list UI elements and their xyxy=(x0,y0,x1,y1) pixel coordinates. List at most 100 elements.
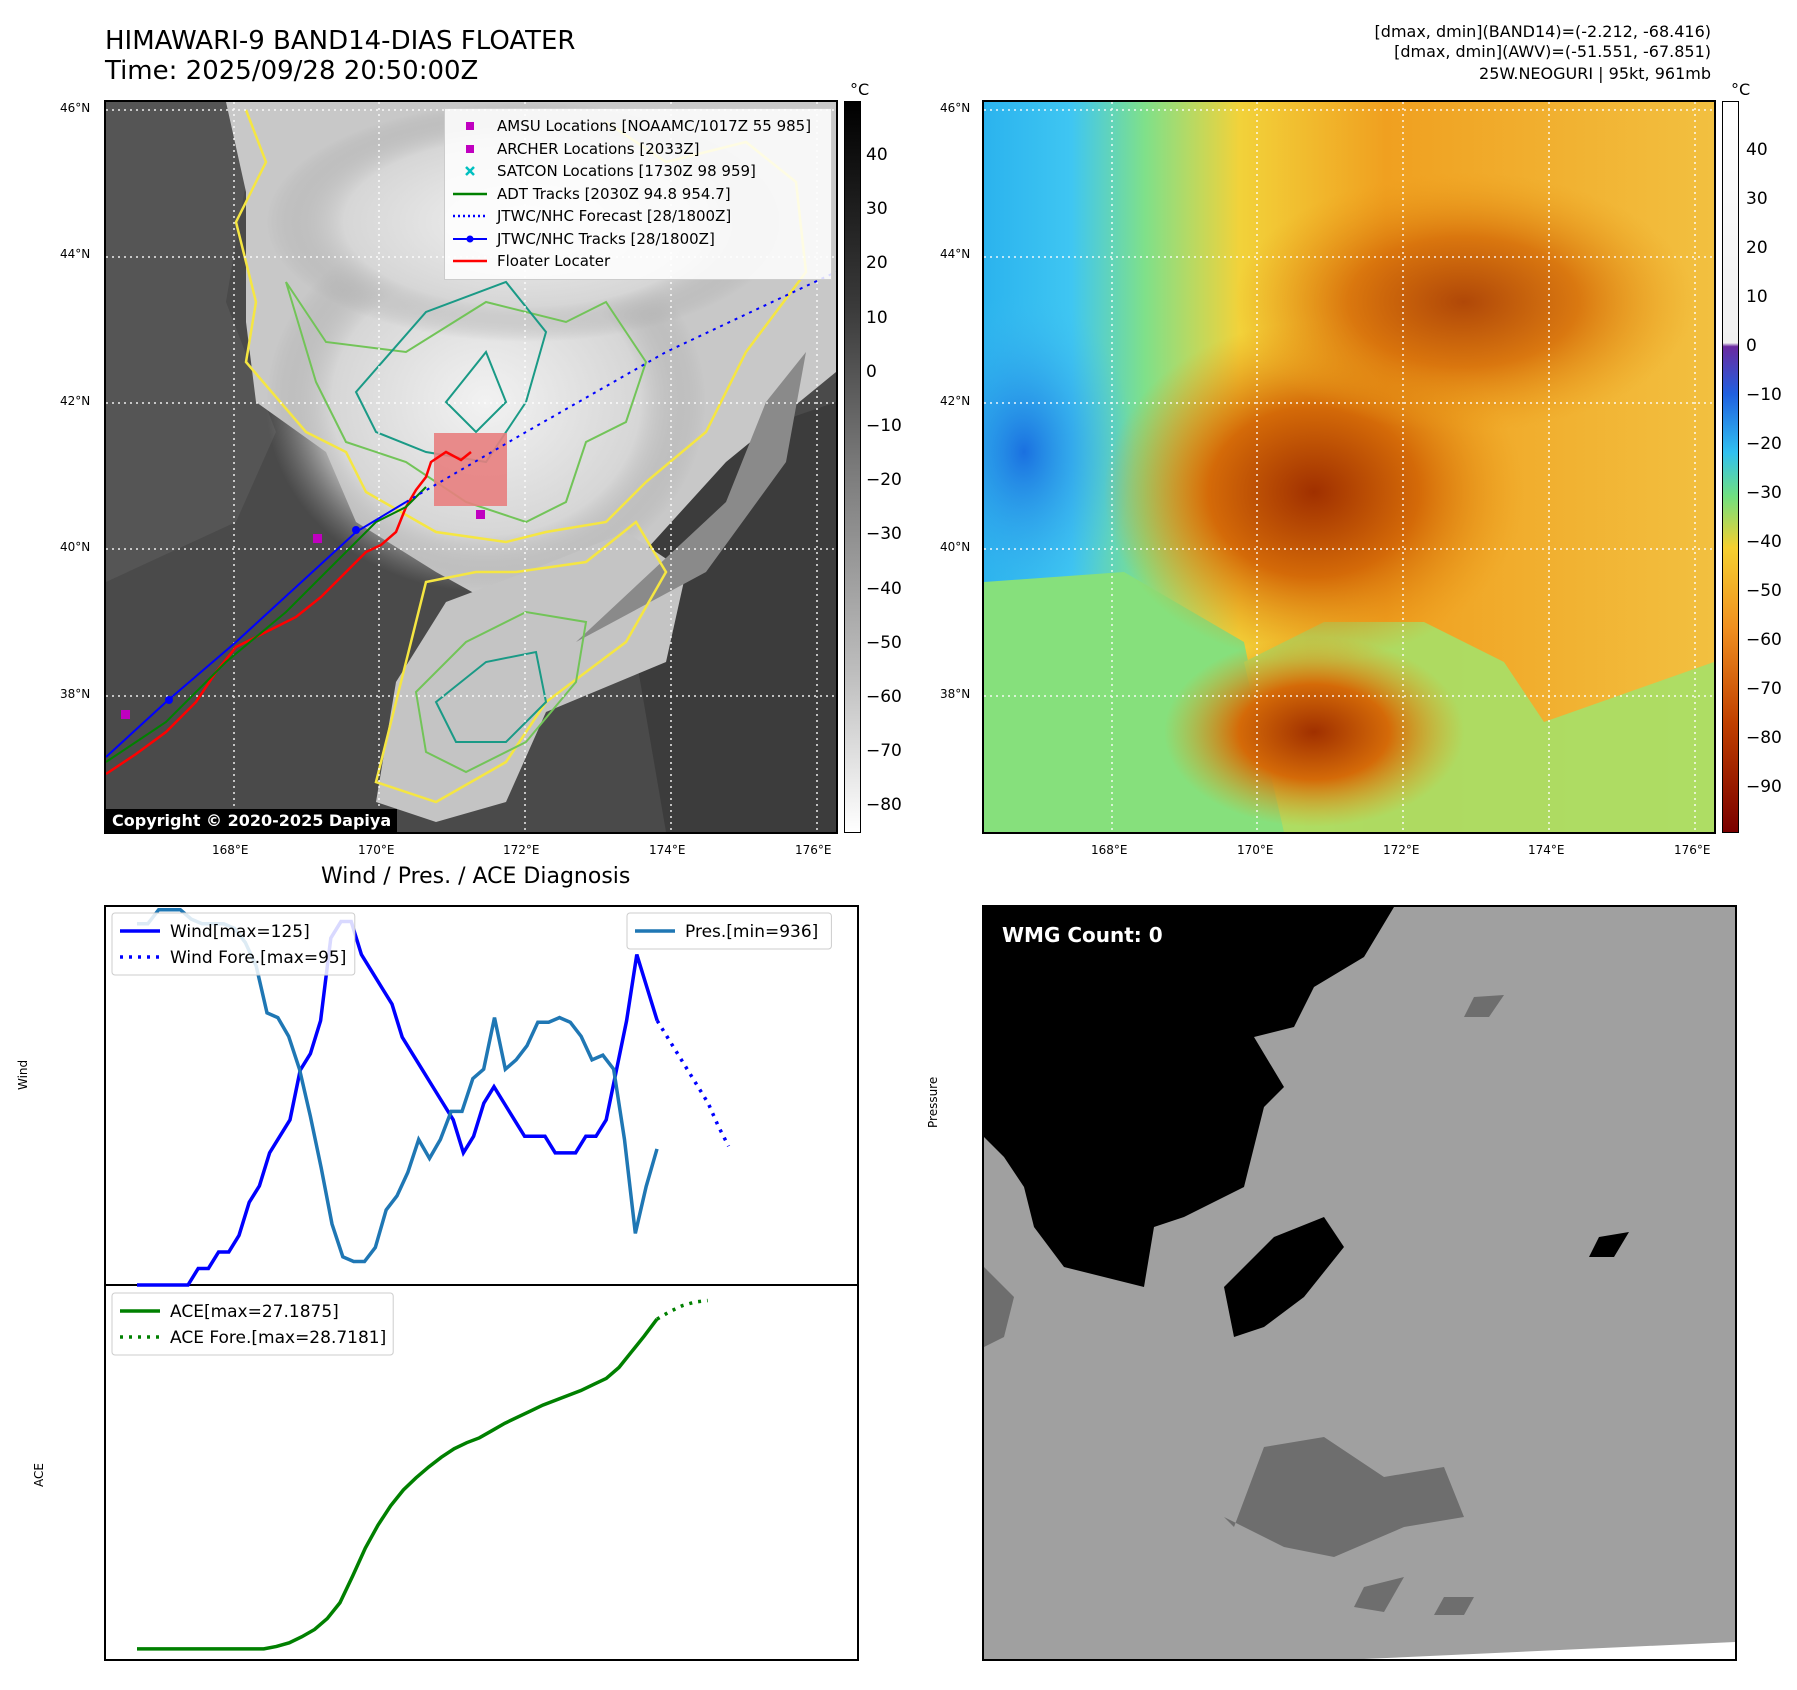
colorbar-tick-label: −40 xyxy=(1746,532,1782,552)
jtwc-track-point xyxy=(352,526,360,534)
jtwc-track-point xyxy=(165,696,173,704)
legend-label: ARCHER Locations [2033Z] xyxy=(497,139,700,158)
colorbar-tick-label: 20 xyxy=(866,253,888,274)
colorbar-tick-label: −60 xyxy=(1746,630,1782,650)
archer-marker xyxy=(476,510,485,519)
ace-series-line xyxy=(137,1318,659,1651)
legend-frame xyxy=(111,1292,394,1356)
wmg-imagery xyxy=(984,907,1735,1659)
lon-label: 174°E xyxy=(649,843,686,857)
lon-label: 172°E xyxy=(1383,843,1420,857)
legend-item: JTWC/NHC Tracks [28/1800Z] xyxy=(453,228,823,251)
colorbar-tick-label: −50 xyxy=(1746,581,1782,601)
diagnosis-title: Wind / Pres. / ACE Diagnosis xyxy=(321,864,631,889)
colorbar-tick-label: 0 xyxy=(1746,336,1757,356)
lat-label: 44°N xyxy=(940,247,971,261)
legend-item: AMSU Locations [NOAAMC/1017Z 55 985] xyxy=(453,115,823,138)
legend-symbol-icon xyxy=(453,232,487,246)
colorbar-tick-label: 20 xyxy=(1746,238,1768,258)
lat-label: 46°N xyxy=(940,101,971,115)
lat-label: 42°N xyxy=(60,394,91,408)
awv-image-panel xyxy=(982,100,1716,834)
ir-legend: AMSU Locations [NOAAMC/1017Z 55 985] ARCH… xyxy=(444,108,832,280)
floater-track xyxy=(106,450,472,776)
legend-symbol-icon xyxy=(453,164,487,178)
awv-imagery xyxy=(984,102,1714,832)
ir-colorbar-unit: °C xyxy=(850,80,870,99)
jtwc-track xyxy=(106,501,407,758)
legend-label: JTWC/NHC Tracks [28/1800Z] xyxy=(497,229,715,248)
ir-colorbar xyxy=(844,101,861,833)
colorbar-tick-label: 0 xyxy=(866,361,877,382)
colorbar-tick-label: −30 xyxy=(1746,483,1782,503)
legend-label: ACE Fore.[max=28.7181] xyxy=(170,1328,386,1348)
colorbar-tick-label: 10 xyxy=(866,307,888,328)
lat-label: 46°N xyxy=(60,101,91,115)
jtwc-forecast xyxy=(405,271,836,503)
colorbar-tick-label: −60 xyxy=(866,687,902,707)
colorbar-tick-label: −30 xyxy=(866,524,902,545)
legend-label: SATCON Locations [1730Z 98 959] xyxy=(497,162,756,181)
colorbar-tick-label: 40 xyxy=(1746,140,1768,160)
info-line2: [dmax, dmin](AWV)=(-51.551, -67.851) xyxy=(1394,42,1711,61)
wmg-panel: WMG Count: 0 xyxy=(982,905,1737,1661)
legend-label: Wind[max=125] xyxy=(170,922,310,942)
colorbar-tick-label: −70 xyxy=(866,741,902,762)
colorbar-tick-label: −70 xyxy=(1746,679,1782,699)
plot-title-line1: HIMAWARI-9 BAND14-DIAS FLOATER xyxy=(105,26,576,56)
ace-forecast-line xyxy=(656,1298,708,1321)
lon-label: 170°E xyxy=(358,843,395,857)
colorbar-tick-label: 30 xyxy=(866,199,888,220)
colorbar-tick-label: −90 xyxy=(1746,777,1782,797)
diagnosis-chart: 2040608010012094095096097098099010001010… xyxy=(53,905,900,1661)
legend-frame xyxy=(111,912,356,976)
legend-label: AMSU Locations [NOAAMC/1017Z 55 985] xyxy=(497,117,812,136)
colorbar-tick-label: −40 xyxy=(866,578,902,599)
info-line1: [dmax, dmin](BAND14)=(-2.212, -68.416) xyxy=(1374,22,1711,41)
colorbar-tick-label: −50 xyxy=(866,632,902,653)
awv-colorbar xyxy=(1722,101,1739,833)
lat-label: 40°N xyxy=(60,540,91,554)
colorbar-tick-label: −20 xyxy=(1746,434,1782,454)
colorbar-tick-label: 10 xyxy=(1746,287,1768,307)
legend-frame xyxy=(626,912,832,950)
legend-label: ADT Tracks [2030Z 94.8 954.7] xyxy=(497,184,731,203)
adt-track xyxy=(106,486,427,763)
archer-marker xyxy=(121,710,130,719)
info-line3: 25W.NEOGURI | 95kt, 961mb xyxy=(1479,64,1711,83)
wind-axis-label: Wind xyxy=(16,1059,30,1090)
ace-legend: ACE[max=27.1875] ACE Fore.[max=28.7181] xyxy=(111,1292,394,1356)
legend-symbol-icon xyxy=(453,187,487,201)
legend-symbol-icon xyxy=(453,209,487,223)
wmg-count-label: WMG Count: 0 xyxy=(1002,923,1163,947)
legend-label: Pres.[min=936] xyxy=(685,922,818,942)
ir-image-panel: AMSU Locations [NOAAMC/1017Z 55 985] ARCH… xyxy=(104,100,838,834)
legend-label: Wind Fore.[max=95] xyxy=(170,948,346,968)
amsu-marker xyxy=(313,534,322,543)
lon-label: 168°E xyxy=(212,843,249,857)
wind-legend: Wind[max=125] Wind Fore.[max=95] xyxy=(111,912,356,976)
copyright-label: Copyright © 2020-2025 Dapiya xyxy=(106,809,398,832)
legend-label: ACE[max=27.1875] xyxy=(170,1302,339,1322)
wind-forecast-line xyxy=(655,1019,731,1148)
floater-box xyxy=(434,433,507,506)
legend-item: SATCON Locations [1730Z 98 959] xyxy=(453,160,823,183)
lat-label: 40°N xyxy=(940,540,971,554)
lat-label: 38°N xyxy=(940,687,971,701)
awv-colorbar-unit: °C xyxy=(1731,80,1751,99)
colorbar-tick-label: −10 xyxy=(1746,385,1782,405)
ace-axis-label: ACE xyxy=(32,1463,46,1487)
colorbar-tick-label: −80 xyxy=(1746,728,1782,748)
wind-series-line xyxy=(137,919,659,1287)
legend-item: JTWC/NHC Forecast [28/1800Z] xyxy=(453,205,823,228)
legend-symbol-icon xyxy=(453,142,487,156)
colorbar-tick-label: −20 xyxy=(866,470,902,491)
lon-label: 176°E xyxy=(1674,843,1711,857)
lon-label: 176°E xyxy=(795,843,832,857)
ace-plot-frame xyxy=(104,1284,859,1661)
lat-label: 44°N xyxy=(60,247,91,261)
plot-title-line2: Time: 2025/09/28 20:50:00Z xyxy=(105,56,479,86)
pressure-axis-label: Pressure xyxy=(926,1076,940,1128)
legend-item: ARCHER Locations [2033Z] xyxy=(453,138,823,161)
colorbar-tick-label: 40 xyxy=(866,145,888,165)
